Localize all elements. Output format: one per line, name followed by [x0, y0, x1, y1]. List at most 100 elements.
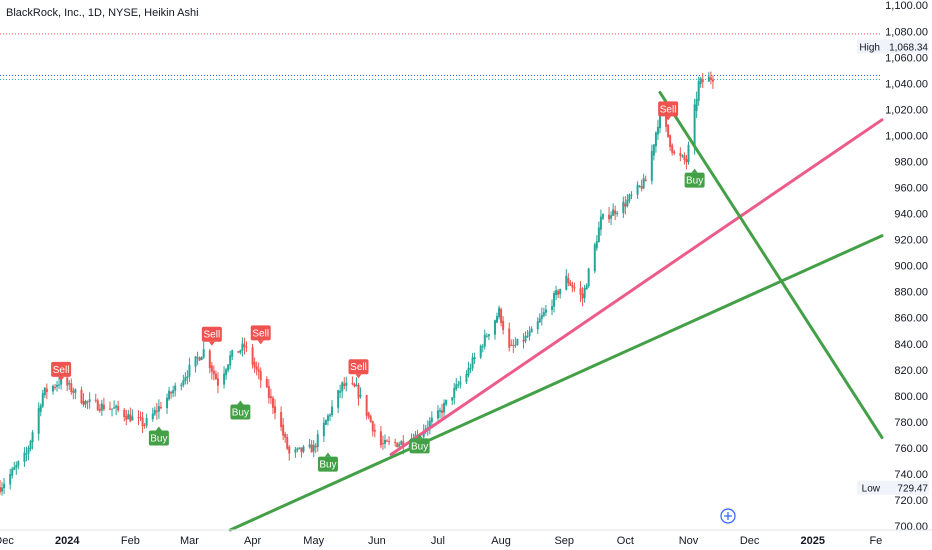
candle-body: [324, 420, 327, 425]
candle-body: [125, 415, 128, 420]
y-tick-label: 760.00: [894, 443, 928, 455]
candle-body: [493, 320, 496, 335]
candle-body: [86, 401, 89, 403]
candle: [652, 144, 655, 161]
candle: [557, 289, 560, 299]
signal-badge: [684, 172, 705, 188]
candle: [117, 400, 120, 413]
signal-arrow: [58, 376, 65, 381]
candle: [514, 337, 517, 349]
candle-body: [182, 380, 185, 386]
candle-body: [314, 445, 317, 448]
candle-body: [194, 356, 197, 367]
candle: [512, 339, 515, 353]
candle: [612, 203, 615, 216]
candle: [441, 403, 444, 418]
candle: [15, 461, 18, 475]
candle: [357, 382, 360, 406]
trend-line-0[interactable]: [228, 234, 884, 532]
candle-body: [357, 384, 360, 399]
candle: [280, 406, 283, 432]
candle-body: [471, 357, 474, 369]
candle: [579, 281, 582, 302]
candle-body: [11, 468, 14, 476]
candle: [656, 119, 659, 141]
candle: [597, 221, 600, 243]
signal-label: Sell: [660, 104, 677, 115]
candle: [172, 385, 175, 398]
candle: [644, 175, 647, 182]
candle-body: [113, 407, 116, 409]
candle-body: [553, 293, 556, 307]
candle-body: [253, 362, 256, 368]
candle-body: [108, 408, 111, 410]
candle-body: [567, 277, 570, 284]
candle-body: [282, 424, 285, 436]
candle-body: [153, 410, 156, 415]
candle: [80, 386, 83, 405]
candle: [467, 361, 470, 378]
trend-line-1[interactable]: [389, 118, 884, 456]
signal-sell-2[interactable]: Sell: [201, 326, 222, 346]
candle: [551, 299, 554, 316]
signal-label: Buy: [150, 434, 167, 445]
candle-body: [373, 429, 376, 432]
candle: [498, 305, 501, 320]
misc-layer: [720, 508, 736, 524]
y-tick-label: 780.00: [894, 417, 928, 429]
signal-sell-4[interactable]: Sell: [250, 325, 271, 345]
candle: [681, 154, 684, 158]
candle-body: [441, 410, 444, 413]
candle: [695, 91, 698, 119]
price-marker-low: Low 729.47: [857, 480, 929, 495]
candle: [481, 343, 484, 353]
candle: [56, 380, 59, 392]
add-plus-icon[interactable]: [720, 508, 736, 524]
candle-body: [608, 214, 611, 220]
signal-buy-3[interactable]: Buy: [230, 400, 251, 420]
signal-arrow: [208, 341, 215, 346]
signal-buy-9[interactable]: Buy: [684, 168, 705, 188]
candle: [188, 357, 191, 382]
trend-line-2[interactable]: [658, 90, 884, 440]
candle-body: [453, 387, 456, 398]
candle: [485, 333, 488, 338]
candle: [371, 420, 374, 437]
candle-body: [245, 346, 248, 348]
candle-body: [308, 444, 311, 448]
price-markers-layer: High 1,068.34 Low 729.47: [857, 39, 929, 495]
signal-sell-0[interactable]: Sell: [51, 361, 72, 381]
candle: [157, 399, 160, 419]
candle: [9, 468, 12, 490]
signal-buy-1[interactable]: Buy: [148, 426, 169, 446]
candle: [465, 370, 468, 384]
candle: [326, 413, 329, 426]
candle-body: [286, 437, 289, 449]
candle: [129, 407, 132, 423]
candle-body: [597, 227, 600, 243]
candle: [642, 173, 645, 190]
y-tick-label: 860.00: [894, 313, 928, 325]
candle-body: [451, 397, 454, 401]
candle-body: [39, 405, 42, 412]
candle: [398, 441, 401, 448]
signal-sell-8[interactable]: Sell: [658, 101, 679, 121]
signal-badge: [230, 404, 251, 420]
candle-body: [273, 406, 276, 414]
candle-body: [1, 487, 4, 492]
candle-body: [37, 407, 40, 434]
signal-arrow: [691, 168, 698, 173]
candle: [282, 417, 285, 440]
candle-body: [455, 384, 458, 390]
signal-buy-5[interactable]: Buy: [317, 452, 338, 472]
signal-sell-6[interactable]: Sell: [348, 359, 369, 379]
candle: [522, 333, 525, 349]
signal-arrow: [416, 434, 423, 439]
candle-body: [652, 144, 655, 156]
candle: [82, 393, 85, 407]
signal-badge: [51, 361, 72, 377]
candle-body: [422, 431, 425, 438]
signal-buy-7[interactable]: Buy: [409, 434, 430, 454]
